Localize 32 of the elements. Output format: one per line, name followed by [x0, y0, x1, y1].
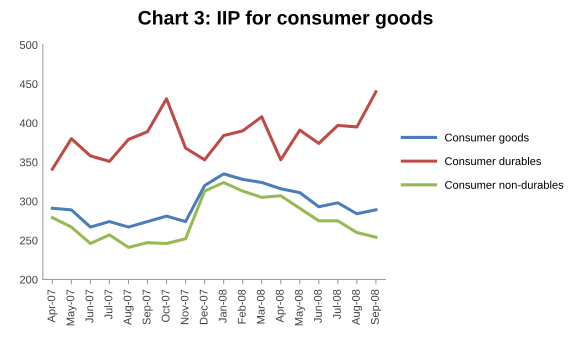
x-tick-label: Jun-07	[86, 290, 94, 323]
x-tick-label: Jun-08	[314, 290, 322, 323]
x-tick-label: Jul-08	[332, 290, 341, 320]
x-tick-label: Jul-07	[104, 290, 112, 320]
x-tick-label: Feb-08	[237, 290, 246, 324]
line-series	[50, 180, 378, 249]
x-tick-label: Apr-07	[47, 290, 58, 322]
chart-title: Chart 3: IIP for consumer goods	[138, 10, 433, 29]
x-tick-label: Sep-07	[142, 290, 153, 324]
y-tick-label: 250	[20, 236, 38, 244]
legend-label: Consumer durables	[445, 156, 542, 166]
line-series	[50, 90, 378, 171]
x-tick-label: Apr-08	[276, 290, 286, 322]
x-tick-label: Aug-08	[352, 290, 362, 325]
y-tick-label: 450	[20, 80, 38, 88]
y-tick-label: 500	[20, 41, 38, 49]
x-tick-label: Jan-08	[218, 290, 227, 323]
x-tick-label: Sep-08	[371, 290, 382, 324]
y-tick-label: 300	[20, 198, 38, 206]
x-tick-label: May-07	[66, 290, 77, 326]
legend-label: Consumer goods	[445, 133, 529, 144]
x-tick-label: Nov-07	[180, 290, 189, 324]
x-tick-label: Mar-08	[256, 290, 265, 324]
x-tick-label: Aug-07	[124, 290, 134, 325]
legend-label: Consumer non-durables	[445, 180, 564, 189]
line-series	[50, 172, 378, 229]
x-tick-label: May-08	[294, 290, 305, 326]
y-tick-label: 400	[20, 119, 38, 128]
x-tick-label: Dec-07	[200, 290, 208, 324]
y-tick-label: 350	[20, 158, 38, 166]
x-tick-label: Oct-07	[162, 290, 170, 322]
y-tick-label: 200	[20, 276, 38, 284]
